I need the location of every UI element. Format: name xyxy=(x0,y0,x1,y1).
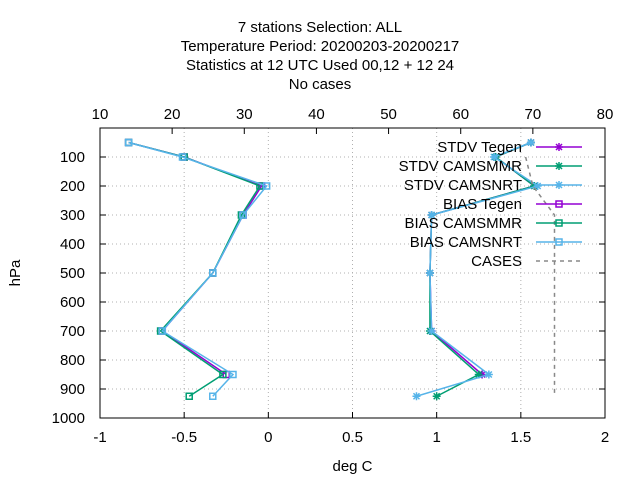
x-top-tick-label: 40 xyxy=(308,106,325,123)
legend-label-2: STDV CAMSNRT xyxy=(404,177,522,194)
x-bottom-tick-label: 2 xyxy=(601,429,609,446)
y-tick-label: 700 xyxy=(60,323,85,340)
legend-label-1: STDV CAMSMMR xyxy=(399,158,523,175)
legend-label-3: BIAS Tegen xyxy=(443,196,522,213)
title-line-3: Statistics at 12 UTC Used 00,12 + 12 24 xyxy=(185,57,455,74)
data-point-2 xyxy=(427,211,436,219)
x-axis-label: deg C xyxy=(332,458,372,475)
x-bottom-tick-label: 1 xyxy=(432,429,440,446)
legend-marker-3 xyxy=(555,200,563,208)
series-line-2 xyxy=(416,141,540,397)
x-top-tick-label: 30 xyxy=(236,106,253,123)
series-line-5 xyxy=(128,141,268,397)
legend-marker-2 xyxy=(555,181,563,189)
y-tick-label: 200 xyxy=(60,178,85,195)
x-top-tick-label: 20 xyxy=(164,106,181,123)
title-line-4: No cases xyxy=(288,76,352,93)
data-point-5 xyxy=(262,182,271,190)
x-top-tick-label: 60 xyxy=(452,106,469,123)
y-tick-label: 600 xyxy=(60,294,85,311)
y-tick-label: 500 xyxy=(60,265,85,282)
data-point-5 xyxy=(239,211,247,219)
legend-marker-4 xyxy=(555,219,563,227)
x-bottom-tick-label: -0.5 xyxy=(171,429,197,446)
data-point-2 xyxy=(489,153,498,161)
data-point-5 xyxy=(209,269,217,277)
series-line-6 xyxy=(524,156,556,397)
plot-frame xyxy=(99,127,606,419)
x-top-tick-label: 50 xyxy=(380,106,397,123)
data-point-1 xyxy=(432,392,441,401)
data-point-2 xyxy=(484,370,493,379)
title-line-1: 7 stations Selection: ALL xyxy=(237,19,403,36)
data-point-2 xyxy=(533,182,542,190)
x-bottom-tick-label: -1 xyxy=(93,429,106,446)
y-tick-label: 400 xyxy=(60,236,85,253)
legend-label-0: STDV Tegen xyxy=(437,139,522,156)
x-bottom-tick-label: 1.5 xyxy=(510,429,531,446)
legend-label-6: CASES xyxy=(471,253,522,270)
y-axis-label: hPa xyxy=(7,259,24,286)
data-point-2 xyxy=(427,327,436,335)
y-tick-label: 800 xyxy=(60,352,85,369)
legend-marker-1 xyxy=(555,162,563,170)
data-point-5 xyxy=(124,138,133,147)
data-point-2 xyxy=(526,138,535,147)
y-tick-label: 300 xyxy=(60,207,85,224)
data-point-2 xyxy=(412,392,421,401)
data-point-5 xyxy=(158,327,167,335)
data-point-5 xyxy=(178,153,187,161)
data-point-5 xyxy=(229,370,237,379)
data-point-4 xyxy=(219,370,227,379)
x-bottom-tick-label: 0.5 xyxy=(342,429,363,446)
legend-label-5: BIAS CAMSNRT xyxy=(410,234,522,251)
y-tick-label: 900 xyxy=(60,381,85,398)
x-bottom-tick-label: 0 xyxy=(264,429,272,446)
legend-marker-0 xyxy=(555,143,563,151)
title-line-2: Temperature Period: 20200203-20200217 xyxy=(180,38,460,55)
y-tick-label: 1000 xyxy=(52,410,85,427)
x-top-tick-label: 10 xyxy=(92,106,109,123)
x-top-tick-label: 80 xyxy=(597,106,614,123)
legend-label-4: BIAS CAMSMMR xyxy=(404,215,522,232)
data-point-4 xyxy=(185,392,193,400)
x-top-tick-label: 70 xyxy=(525,106,542,123)
legend-marker-5 xyxy=(555,238,563,246)
series-line-4 xyxy=(128,141,262,397)
y-tick-label: 100 xyxy=(60,149,85,166)
data-point-2 xyxy=(425,269,434,277)
data-point-5 xyxy=(209,392,217,400)
